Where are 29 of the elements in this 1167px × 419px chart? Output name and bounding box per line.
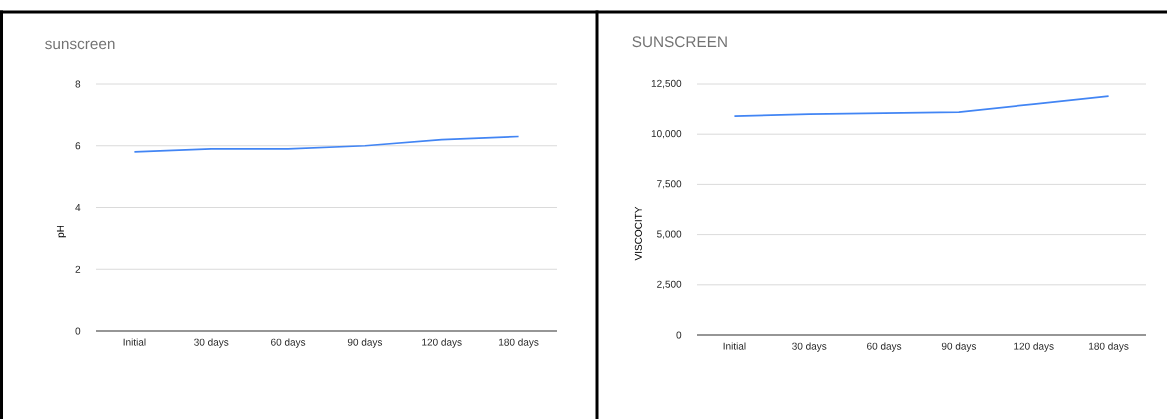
- x-tick-label: 180 days: [1089, 342, 1129, 352]
- y-tick-label: 2,500: [657, 280, 682, 289]
- x-tick-label: 180 days: [499, 338, 539, 348]
- y-tick-label: 4: [75, 204, 81, 211]
- x-tick-label: Initial: [723, 342, 746, 350]
- y-tick-label: 6: [75, 142, 81, 150]
- x-tick-label: Initial: [123, 338, 146, 346]
- y-tick-label: 12,500: [651, 79, 682, 89]
- line-series: [133, 135, 520, 153]
- x-tick-label: 120 days: [1014, 342, 1054, 352]
- x-tick-label: 90 days: [941, 342, 977, 352]
- y-tick-label: 10,000: [651, 130, 682, 139]
- x-tick-label: 120 days: [422, 338, 462, 348]
- x-tick-label: 60 days: [271, 338, 306, 348]
- x-tick-label: 30 days: [792, 342, 827, 352]
- chart-title: SUNSCREEN: [632, 36, 727, 48]
- y-tick-label: 0: [75, 327, 81, 335]
- y-tick-label: 0: [676, 331, 682, 339]
- y-axis-title: VISCOCITY: [634, 206, 642, 261]
- y-tick-label: 2: [75, 265, 81, 273]
- chart-title: sunscreen: [45, 40, 115, 50]
- line-series: [733, 95, 1110, 117]
- x-tick-label: 30 days: [194, 338, 229, 348]
- y-tick-label: 7,500: [657, 180, 682, 189]
- y-tick-label: 5,000: [657, 230, 682, 239]
- x-tick-label: 60 days: [867, 342, 902, 352]
- x-tick-label: 90 days: [347, 338, 383, 348]
- y-axis-title: pH: [56, 225, 66, 238]
- y-tick-label: 8: [75, 80, 81, 88]
